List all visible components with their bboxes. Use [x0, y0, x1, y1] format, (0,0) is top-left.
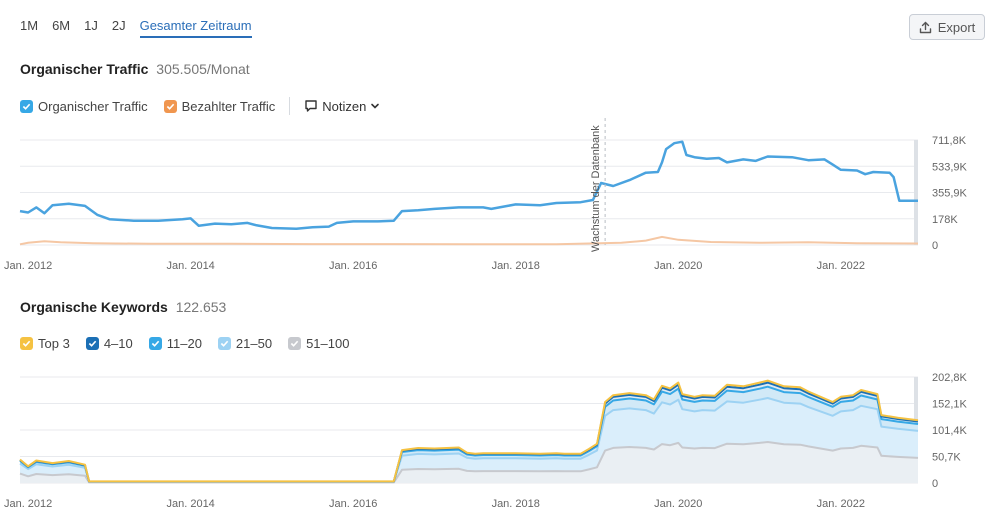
- legend-label: Top 3: [38, 336, 70, 351]
- keywords-x-tick-label: Jan. 2020: [654, 498, 702, 510]
- traffic-y-tick-label: 533,9K: [932, 161, 968, 173]
- organic-traffic-line: [19, 140, 918, 231]
- legend-label: 4–10: [103, 336, 133, 351]
- traffic-x-tick-label: Jan. 2018: [492, 260, 540, 272]
- checkbox-checked-icon[interactable]: [20, 337, 33, 350]
- traffic-scroll-strip: [914, 140, 918, 245]
- legend-paid-traffic[interactable]: Bezahlter Traffic: [163, 98, 276, 114]
- legend-divider: [289, 97, 291, 115]
- keywords-x-tick-label: Jan. 2016: [329, 498, 377, 510]
- legend-51-100[interactable]: 51–100: [288, 336, 349, 351]
- export-label: Export: [937, 19, 976, 35]
- traffic-x-tick-label: Jan. 2020: [654, 260, 702, 272]
- legend-label: Organischer Traffic: [38, 98, 148, 114]
- keywords-section-title: Organische Keywords 122.653: [20, 299, 226, 315]
- checkbox-checked-icon[interactable]: [85, 337, 99, 350]
- keywords-legend: Top 3 4–10 11–20 21–50 51–100: [20, 336, 365, 351]
- keywords-y-tick-label: 101,4K: [932, 425, 968, 437]
- traffic-y-tick-label: 711,8K: [932, 135, 967, 147]
- keywords-x-tick-label: Jan. 2012: [4, 498, 52, 510]
- keywords-x-tick-label: Jan. 2014: [166, 498, 214, 510]
- keywords-line-21-50: [19, 397, 919, 483]
- paid-traffic-line: [19, 235, 919, 246]
- traffic-y-tick-label: 0: [932, 240, 938, 252]
- keywords-title: Organische Keywords: [20, 299, 168, 315]
- notes-dropdown[interactable]: Notizen: [304, 99, 380, 114]
- period-tab-all[interactable]: Gesamter Zeitraum: [139, 18, 252, 38]
- checkbox-checked-icon[interactable]: [288, 337, 302, 350]
- keywords-line-11-20: [19, 385, 919, 483]
- traffic-title: Organischer Traffic: [20, 61, 149, 77]
- keywords-y-tick-label: 152,1K: [932, 399, 968, 411]
- legend-21-50[interactable]: 21–50: [217, 336, 273, 351]
- legend-4-10[interactable]: 4–10: [85, 336, 133, 351]
- period-tab-6m[interactable]: 6M: [52, 18, 71, 33]
- keywords-area-51-100: [20, 442, 918, 483]
- legend-label: 11–20: [166, 336, 202, 351]
- keywords-y-tick-label: 202,8K: [932, 372, 968, 384]
- keywords-x-tick-label: Jan. 2022: [817, 498, 865, 510]
- traffic-x-tick-label: Jan. 2012: [4, 260, 52, 272]
- traffic-section-title: Organischer Traffic 305.505/Monat: [20, 61, 250, 77]
- notes-label: Notizen: [322, 98, 367, 114]
- legend-11-20[interactable]: 11–20: [148, 336, 202, 351]
- comment-icon: [305, 100, 317, 112]
- checkbox-checked-icon[interactable]: [20, 99, 33, 113]
- keywords-x-tick-label: Jan. 2018: [492, 498, 540, 510]
- checkbox-checked-icon[interactable]: [217, 337, 231, 350]
- chevron-down-icon: [371, 103, 380, 109]
- period-tab-1m[interactable]: 1M: [20, 18, 39, 33]
- keywords-line-top3: [19, 379, 919, 483]
- legend-organic-traffic[interactable]: Organischer Traffic: [20, 99, 148, 114]
- keywords-metric: 122.653: [175, 299, 227, 315]
- checkbox-checked-icon[interactable]: [148, 337, 162, 350]
- traffic-y-tick-label: 355,9K: [932, 188, 968, 200]
- keywords-y-tick-label: 50,7K: [932, 452, 961, 464]
- organic-keywords-chart: 202,8K 152,1K 101,4K 50,7K 0 Jan. 2012 Jan. 20…: [4, 372, 968, 510]
- traffic-x-tick-label: Jan. 2022: [817, 260, 865, 272]
- period-tabs: 1M 6M 1J 2J Gesamter Zeitraum: [20, 18, 266, 38]
- keywords-line-51-100: [19, 441, 919, 484]
- traffic-legend: Organischer Traffic Bezahlter Traffic No…: [20, 97, 380, 115]
- db-growth-label: Wachstum der Datenbank: [590, 125, 602, 252]
- traffic-x-tick-label: Jan. 2014: [166, 260, 214, 272]
- period-tab-1y[interactable]: 1J: [84, 18, 98, 33]
- upload-icon: [919, 21, 931, 33]
- traffic-x-tick-label: Jan. 2016: [329, 260, 377, 272]
- traffic-y-tick-label: 178K: [932, 214, 958, 226]
- period-tab-2y[interactable]: 2J: [111, 18, 126, 33]
- export-button[interactable]: Export: [909, 14, 985, 40]
- legend-top3[interactable]: Top 3: [20, 336, 70, 351]
- legend-label: Bezahlter Traffic: [181, 98, 276, 114]
- legend-label: 51–100: [306, 336, 350, 351]
- keywords-y-tick-label: 0: [932, 478, 938, 490]
- traffic-metric: 305.505/Monat: [156, 61, 250, 77]
- checkbox-checked-icon[interactable]: [163, 99, 177, 113]
- legend-label: 21–50: [235, 336, 273, 351]
- organic-traffic-chart: 711,8K 533,9K 355,9K 178K 0 Jan. 2012 Jan. 201…: [4, 118, 968, 272]
